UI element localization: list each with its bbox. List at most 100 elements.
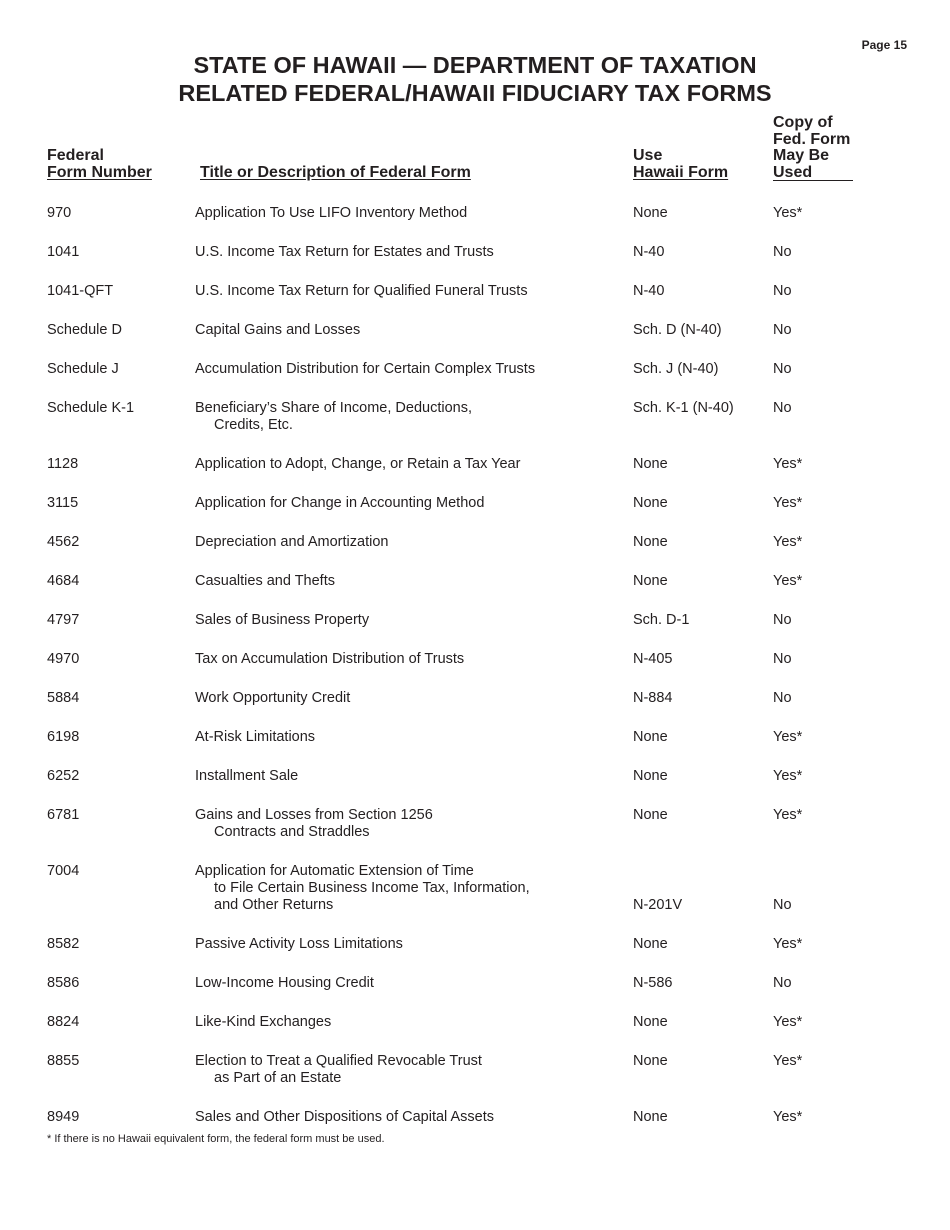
form-title-line: Application for Change in Accounting Met…: [195, 495, 485, 511]
federal-form-number: 8949: [47, 1109, 80, 1125]
table-row: 8855 Election to Treat a Qualified Revoca…: [0, 1053, 950, 1109]
table-row: 6198 At-Risk Limitations None Yes*: [0, 729, 950, 768]
hawaii-form: None: [633, 1053, 668, 1069]
header-text: Used: [773, 164, 853, 181]
table-row: 6781 Gains and Losses from Section 1256 Co…: [0, 807, 950, 863]
federal-form-number: 970: [47, 205, 72, 221]
copy-may-be-used: Yes*: [773, 1014, 803, 1030]
form-title: Sales of Business Property: [195, 612, 625, 629]
hawaii-form: Sch. K-1 (N-40): [633, 400, 734, 416]
form-title: U.S. Income Tax Return for Qualified Fun…: [195, 283, 625, 300]
forms-table: 970 Application To Use LIFO Inventory Met…: [0, 205, 950, 1148]
federal-form-number: Schedule J: [47, 361, 119, 377]
form-title-line: and Other Returns: [214, 897, 334, 913]
header-text: Use: [633, 147, 663, 164]
form-title-line: Beneficiary’s Share of Income, Deduction…: [195, 400, 472, 416]
federal-form-number: Schedule D: [47, 322, 122, 338]
federal-form-number: 7004: [47, 863, 80, 879]
form-title-line: Depreciation and Amortization: [195, 534, 389, 550]
form-title-line: Capital Gains and Losses: [195, 322, 361, 338]
hawaii-form: None: [633, 729, 668, 745]
page-title: STATE OF HAWAII — DEPARTMENT OF TAXATION…: [0, 51, 950, 107]
table-row: 4970 Tax on Accumulation Distribution of …: [0, 651, 950, 690]
table-row: Schedule J Accumulation Distribution for …: [0, 361, 950, 400]
hawaii-form: None: [633, 495, 668, 511]
hawaii-form: None: [633, 534, 668, 550]
federal-form-number: 4970: [47, 651, 80, 667]
title-line-2: RELATED FEDERAL/HAWAII FIDUCIARY TAX FOR…: [178, 80, 772, 106]
hawaii-form: N-40: [633, 244, 665, 260]
form-title: Sales and Other Dispositions of Capital …: [195, 1109, 625, 1126]
form-title-line: Contracts and Straddles: [214, 824, 370, 840]
hawaii-form: None: [633, 936, 668, 952]
federal-form-number: 6198: [47, 729, 80, 745]
page-number: Page 15: [861, 38, 907, 52]
federal-form-number: Schedule K-1: [47, 400, 135, 416]
table-row: 970 Application To Use LIFO Inventory Met…: [0, 205, 950, 244]
copy-may-be-used: Yes*: [773, 807, 803, 823]
table-row: 8824 Like-Kind Exchanges None Yes*: [0, 1014, 950, 1053]
form-title: Installment Sale: [195, 768, 625, 785]
copy-may-be-used: No: [773, 244, 792, 260]
copy-may-be-used: Yes*: [773, 1053, 803, 1069]
header-text: Copy of: [773, 114, 833, 131]
hawaii-form: Sch. D (N-40): [633, 322, 722, 338]
copy-may-be-used: Yes*: [773, 205, 803, 221]
hawaii-form: None: [633, 456, 668, 472]
header-text: Title or Description of Federal Form: [200, 163, 471, 181]
form-title-line: Low-Income Housing Credit: [195, 975, 374, 991]
copy-may-be-used: No: [773, 651, 792, 667]
form-title-line: Tax on Accumulation Distribution of Trus…: [195, 651, 465, 667]
hawaii-form: N-405: [633, 651, 673, 667]
form-title: Passive Activity Loss Limitations: [195, 936, 625, 953]
form-title-line: Passive Activity Loss Limitations: [195, 936, 403, 952]
form-title-line: Accumulation Distribution for Certain Co…: [195, 361, 536, 377]
federal-form-number: 8855: [47, 1053, 80, 1069]
federal-form-number: 4684: [47, 573, 80, 589]
header-federal-form-number: Federal Form Number: [47, 147, 152, 181]
federal-form-number: 8586: [47, 975, 80, 991]
copy-may-be-used: No: [773, 322, 792, 338]
federal-form-number: 8582: [47, 936, 80, 952]
copy-may-be-used: No: [773, 897, 792, 913]
hawaii-form: None: [633, 1014, 668, 1030]
form-title-line: Work Opportunity Credit: [195, 690, 351, 706]
table-row: Schedule D Capital Gains and Losses Sch. D…: [0, 322, 950, 361]
copy-may-be-used: No: [773, 283, 792, 299]
hawaii-form: None: [633, 1109, 668, 1125]
title-line-1: STATE OF HAWAII — DEPARTMENT OF TAXATION: [193, 52, 757, 78]
federal-form-number: 1041-QFT: [47, 283, 114, 299]
hawaii-form: N-201V: [633, 897, 683, 913]
table-row: 3115 Application for Change in Accounting…: [0, 495, 950, 534]
form-title: Casualties and Thefts: [195, 573, 625, 590]
table-row: 1128 Application to Adopt, Change, or Ret…: [0, 456, 950, 495]
table-row: 8949 Sales and Other Dispositions of Capi…: [0, 1109, 950, 1148]
form-title: Election to Treat a Qualified Revocable …: [195, 1053, 625, 1087]
copy-may-be-used: No: [773, 361, 792, 377]
form-title: Application to Adopt, Change, or Retain …: [195, 456, 625, 473]
form-title: Depreciation and Amortization: [195, 534, 625, 551]
form-title-line: Application to Adopt, Change, or Retain …: [195, 456, 521, 472]
form-title: Capital Gains and Losses: [195, 322, 625, 339]
federal-form-number: 1128: [47, 456, 79, 472]
header-use-hawaii-form: Use Hawaii Form: [633, 147, 729, 181]
copy-may-be-used: Yes*: [773, 729, 803, 745]
form-title: U.S. Income Tax Return for Estates and T…: [195, 244, 625, 261]
hawaii-form: None: [633, 768, 668, 784]
form-title: Gains and Losses from Section 1256 Contra…: [195, 807, 625, 841]
table-row: 6252 Installment Sale None Yes*: [0, 768, 950, 807]
copy-may-be-used: Yes*: [773, 456, 803, 472]
copy-may-be-used: Yes*: [773, 573, 803, 589]
hawaii-form: Sch. J (N-40): [633, 361, 719, 377]
federal-form-number: 3115: [47, 495, 79, 511]
form-title-line: Credits, Etc.: [214, 417, 293, 433]
copy-may-be-used: No: [773, 690, 792, 706]
federal-form-number: 8824: [47, 1014, 80, 1030]
header-text: Fed. Form: [773, 130, 851, 148]
form-title: Application for Change in Accounting Met…: [195, 495, 625, 512]
form-title: Accumulation Distribution for Certain Co…: [195, 361, 625, 378]
federal-form-number: 4562: [47, 534, 80, 550]
table-row: 1041-QFT U.S. Income Tax Return for Quali…: [0, 283, 950, 322]
hawaii-form: None: [633, 205, 668, 221]
header-text: Hawaii Form: [633, 163, 729, 181]
